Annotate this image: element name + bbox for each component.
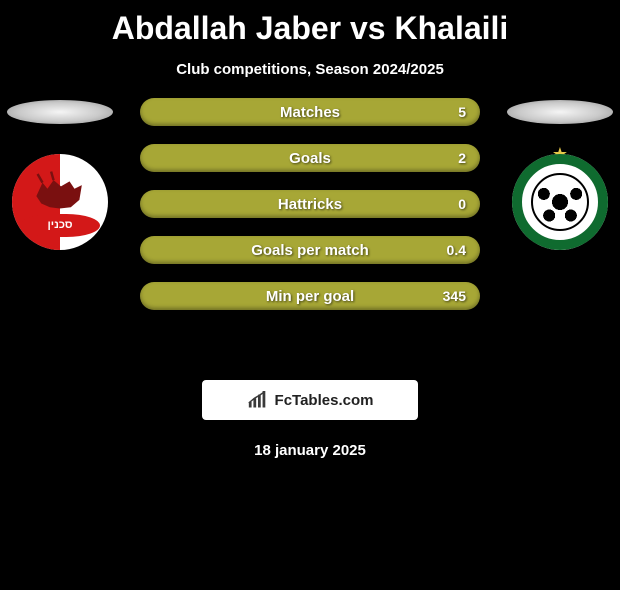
stat-value: 2 [458, 150, 466, 166]
subtitle: Club competitions, Season 2024/2025 [0, 61, 620, 78]
bar-chart-icon [247, 391, 269, 409]
source-badge: FcTables.com [202, 380, 418, 420]
soccer-ball-icon [531, 173, 589, 231]
stat-label: Matches [140, 104, 480, 121]
right-club-logo: ★ [512, 154, 608, 250]
stat-value: 5 [458, 104, 466, 120]
page-title: Abdallah Jaber vs Khalaili [0, 10, 620, 47]
right-player-column: ★ [500, 98, 620, 250]
stat-label: Hattricks [140, 196, 480, 213]
left-club-banner: סכנין [20, 214, 101, 237]
left-player-placeholder [7, 100, 113, 124]
stat-value: 345 [443, 288, 466, 304]
stat-bar-hattricks: Hattricks 0 [140, 190, 480, 218]
left-club-logo: סכנין [12, 154, 108, 250]
comparison-panel: סכנין ★ Matches 5 Goals 2 Hattricks 0 Go… [0, 98, 620, 358]
left-player-column: סכנין [0, 98, 120, 250]
stat-bar-goals-per-match: Goals per match 0.4 [140, 236, 480, 264]
source-text: FcTables.com [275, 392, 374, 409]
stat-label: Goals [140, 150, 480, 167]
stat-value: 0 [458, 196, 466, 212]
goat-icon [29, 171, 90, 215]
stat-label: Min per goal [140, 288, 480, 305]
stat-bars: Matches 5 Goals 2 Hattricks 0 Goals per … [140, 98, 480, 310]
stat-value: 0.4 [447, 242, 466, 258]
stat-label: Goals per match [140, 242, 480, 259]
stat-bar-goals: Goals 2 [140, 144, 480, 172]
stat-bar-matches: Matches 5 [140, 98, 480, 126]
stat-bar-min-per-goal: Min per goal 345 [140, 282, 480, 310]
date-text: 18 january 2025 [0, 442, 620, 459]
right-player-placeholder [507, 100, 613, 124]
